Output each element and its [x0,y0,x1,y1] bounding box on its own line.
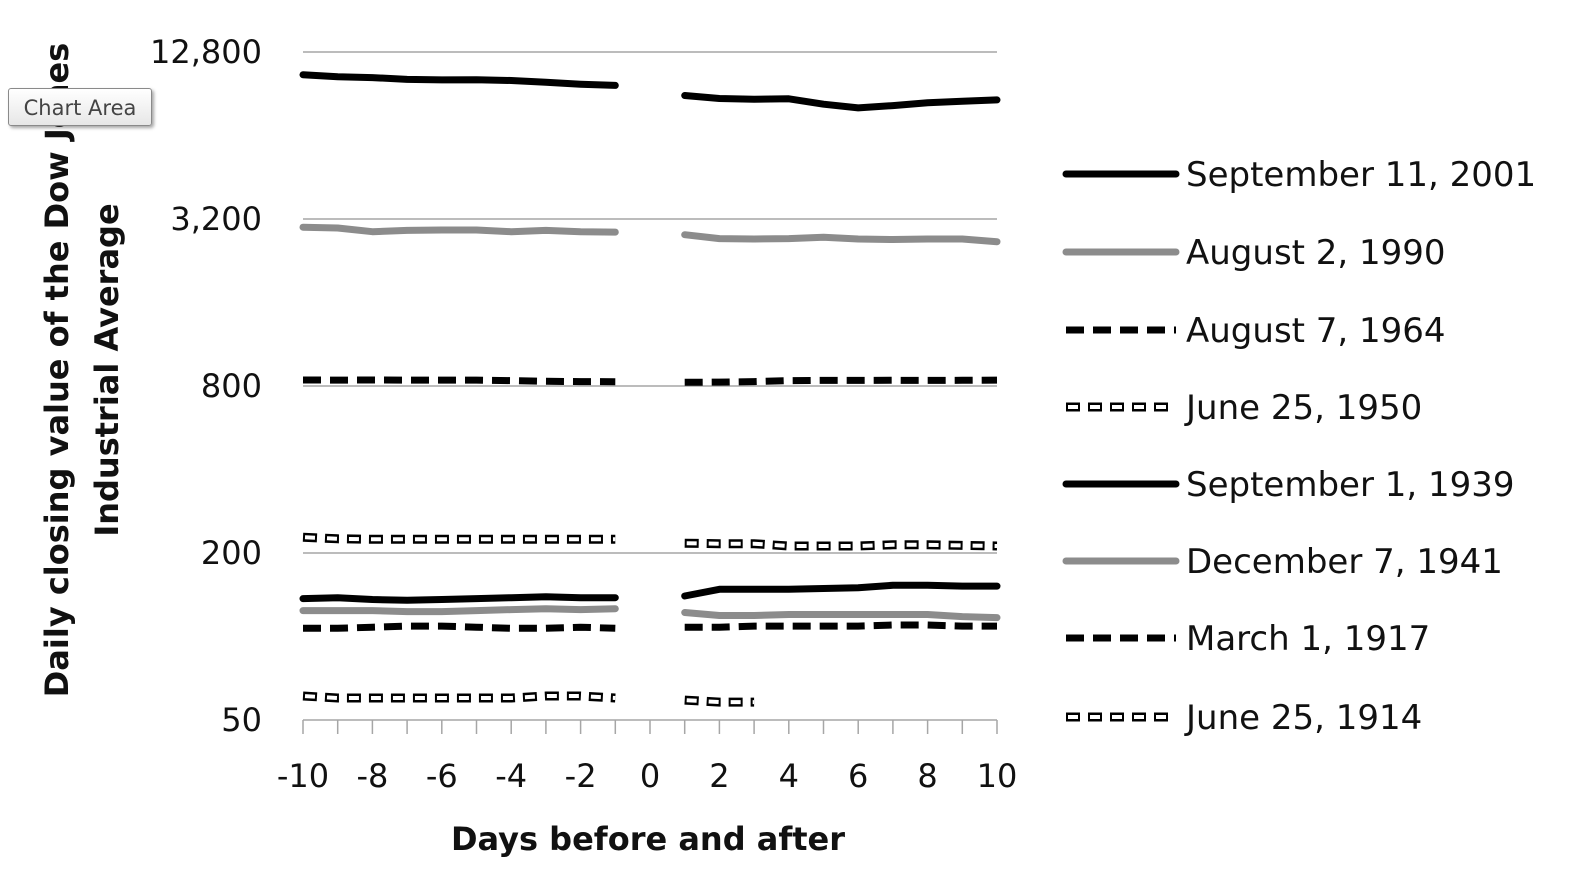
legend-label: March 1, 1917 [1186,619,1430,659]
series-4 [303,585,997,600]
y-tick-label: 50 [221,701,262,739]
x-axis [303,720,997,734]
x-tick-label: -8 [356,757,388,795]
legend-item-2[interactable]: August 7, 1964 [1066,311,1446,351]
series-line [685,585,997,596]
x-tick-label: 10 [977,757,1018,795]
series-line [303,626,615,628]
legend-label: August 2, 1990 [1186,233,1446,273]
y-axis-title-line-2: Industrial Average [88,203,126,536]
legend-label: August 7, 1964 [1186,311,1446,351]
series-line [685,380,997,382]
series-line [685,625,997,627]
legend[interactable]: September 11, 2001 August 2, 1990 August 7… [1066,155,1536,738]
x-tick-label: -4 [495,757,527,795]
y-tick-label: 3,200 [170,200,262,238]
y-tick-labels: 50 200 800 3,200 12,800 [150,33,262,739]
x-tick-label: -6 [426,757,458,795]
chart-area-tooltip: Chart Area [8,88,152,126]
series-0 [303,75,997,108]
series-line [303,609,615,612]
series-line [685,235,997,242]
series-2 [303,380,997,383]
legend-label: December 7, 1941 [1186,542,1503,582]
x-tick-labels: -10 -8 -6 -4 -2 0 2 4 6 8 10 [277,757,1017,795]
x-tick-label: 0 [640,757,660,795]
x-tick-label: 8 [917,757,937,795]
gridlines [303,52,997,553]
series-lines [303,75,997,703]
series-line [685,96,997,108]
series-5 [303,609,997,618]
legend-label: June 25, 1950 [1184,388,1422,428]
x-tick-label: -2 [565,757,597,795]
x-tick-label: -10 [277,757,329,795]
series-line [303,227,615,232]
series-line [303,597,615,601]
legend-item-5[interactable]: December 7, 1941 [1066,542,1503,582]
legend-label: September 1, 1939 [1186,465,1515,505]
x-tick-label: 4 [779,757,799,795]
legend-item-4[interactable]: September 1, 1939 [1066,465,1515,505]
series-line [685,613,997,618]
y-tick-label: 200 [201,534,262,572]
y-tick-label: 12,800 [150,33,262,71]
x-axis-title: Days before and after [451,820,845,858]
legend-label: June 25, 1914 [1184,698,1422,738]
y-axis-title-line-1: Daily closing value of the Dow Jones [38,43,76,698]
legend-label: September 11, 2001 [1186,155,1536,195]
series-line [303,380,615,382]
y-tick-label: 800 [201,367,262,405]
series-6 [303,625,997,629]
legend-item-3[interactable]: June 25, 1950 [1066,388,1422,428]
series-7 [303,696,754,702]
legend-item-6[interactable]: March 1, 1917 [1066,619,1430,659]
series-1 [303,227,997,242]
x-tick-label: 6 [848,757,868,795]
legend-item-1[interactable]: August 2, 1990 [1066,233,1446,273]
legend-item-0[interactable]: September 11, 2001 [1066,155,1536,195]
legend-item-7[interactable]: June 25, 1914 [1066,698,1422,738]
series-line [303,75,615,86]
x-tick-label: 2 [709,757,729,795]
series-3 [303,537,997,546]
